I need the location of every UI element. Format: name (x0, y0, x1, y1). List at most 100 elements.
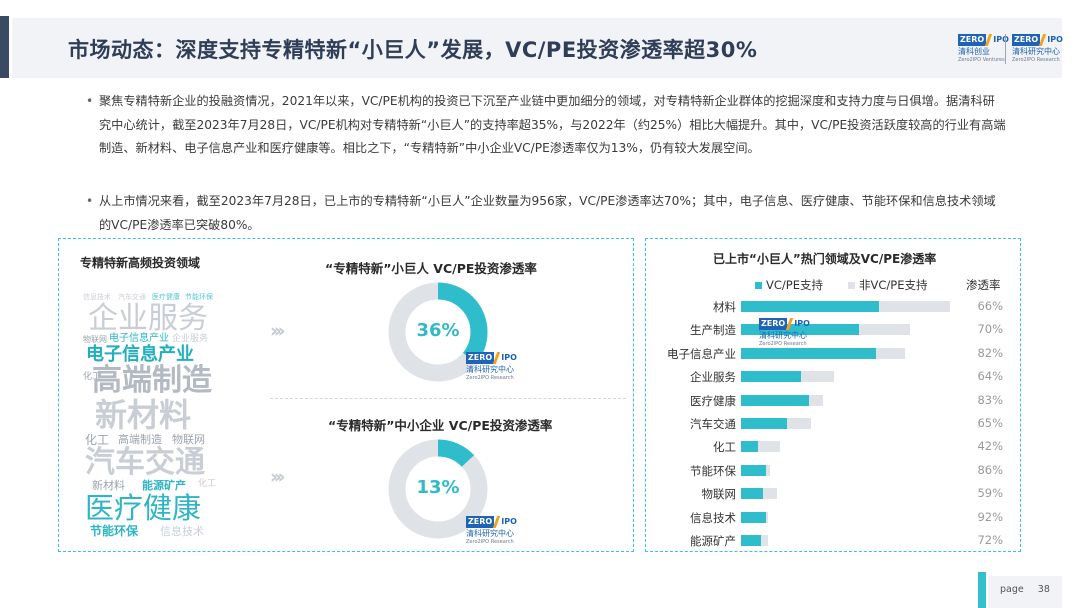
rate-label: 83% (977, 392, 1003, 407)
word-cloud-word: 汽车交通 (118, 293, 146, 301)
legend-vc: VC/PE支持 (755, 277, 823, 293)
bar-vc-supported (741, 441, 758, 453)
page-number-band (988, 576, 1062, 608)
bullet-paragraph-1: • 聚焦专精特新企业的投融资情况，2021年以来，VC/PE机构的投资已下沉至产… (86, 94, 1006, 155)
word-cloud-word: 信息技术 (83, 293, 111, 301)
rate-label: 64% (977, 369, 1003, 384)
bar-non-vc-supported (766, 511, 769, 523)
donut-1-value: 36% (416, 320, 460, 341)
word-cloud-word: 汽车交通 (85, 445, 205, 480)
word-cloud-word: 信息技术 (160, 525, 204, 538)
donut-2-value: 13% (416, 477, 460, 498)
bar-vc-supported (741, 371, 801, 383)
word-cloud-word: 化工 (83, 372, 102, 382)
rate-label: 66% (977, 299, 1003, 313)
bullet-paragraph-2: • 从上市情况来看，截至2023年7月28日，已上市的专精特新“小巨人”企业数量… (86, 194, 996, 232)
bar-non-vc-supported (762, 488, 778, 500)
word-cloud-title: 专精特新高频投资领域 (80, 256, 201, 270)
bar-non-vc-supported (760, 535, 769, 546)
word-cloud-word: 高端制造 (92, 363, 212, 398)
category-label: 医疗健康 (690, 393, 736, 408)
legend-non-vc: 非VC/PE支持 (848, 277, 927, 293)
word-cloud-word: 化工 (198, 479, 217, 489)
rate-label: 42% (977, 439, 1003, 454)
rate-label: 86% (977, 462, 1003, 477)
bar-vc-supported (741, 324, 860, 336)
word-cloud-word: 电子信息产业 (109, 333, 169, 344)
zero2ipo-watermark: ZERO IPO 清科研究中心 Zero2IPO Research (759, 318, 810, 347)
zero2ipo-watermark: ZERO IPO 清科研究中心 Zero2IPO Research (466, 352, 517, 381)
word-cloud-word: 节能环保 (90, 524, 139, 538)
category-label: 材料 (713, 300, 736, 314)
category-label: 物联网 (701, 487, 737, 502)
bar-vc-supported (741, 347, 876, 359)
donut-2-title: “专精特新”中小企业 VC/PE投资渗透率 (328, 418, 553, 433)
page-title: 市场动态：深度支持专精特新“小巨人”发展，VC/PE投资渗透率超30% (68, 38, 758, 62)
rate-label: 72% (977, 533, 1003, 547)
rate-label: 65% (977, 416, 1003, 430)
bar-non-vc-supported (766, 464, 771, 476)
bar-vc-supported (741, 394, 810, 406)
word-cloud-word: 物联网 (172, 433, 205, 446)
rate-label: 92% (977, 509, 1003, 524)
section-divider (270, 398, 626, 399)
legend-swatch (848, 281, 855, 289)
word-cloud-word: 医疗健康 (85, 491, 202, 525)
title-band (12, 18, 1062, 78)
word-cloud-word: 物联网 (83, 335, 107, 344)
bar-vc-supported (741, 464, 767, 476)
word-cloud-word: 企业服务 (88, 301, 208, 336)
right-panel-frame (645, 238, 1021, 552)
word-cloud-word: 医疗健康 (152, 293, 180, 301)
page-number: page 38 (1000, 584, 1050, 595)
category-label: 企业服务 (690, 370, 736, 385)
word-cloud-word: 新材料 (92, 479, 125, 492)
title-accent-bar (0, 16, 9, 78)
page-number-accent (978, 572, 986, 608)
word-cloud-word: 电子信息产业 (86, 344, 194, 365)
word-cloud-word: 新材料 (95, 396, 192, 434)
bar-non-vc-supported (878, 301, 951, 312)
bar-non-vc-supported (786, 418, 812, 429)
donut-chart-2 (388, 439, 488, 539)
logo-divider (1005, 34, 1006, 64)
rate-label: 82% (977, 345, 1003, 360)
bar-vc-supported (741, 535, 761, 546)
rate-column-header: 渗透率 (966, 278, 1001, 292)
category-label: 节能环保 (690, 463, 736, 478)
category-label: 生产制造 (690, 323, 736, 338)
arrow-icon: ››› (270, 466, 285, 488)
donut-1-title: “专精特新”小巨人 VC/PE投资渗透率 (325, 261, 537, 276)
left-panel-frame (58, 238, 634, 552)
word-cloud-word: 企业服务 (172, 334, 209, 344)
word-cloud-word: 能源矿产 (142, 479, 186, 492)
rate-label: 70% (977, 322, 1003, 337)
bar-vc-supported (741, 418, 787, 429)
bar-vc-supported (741, 511, 767, 523)
word-cloud-word: 节能环保 (185, 293, 213, 301)
category-label: 汽车交通 (690, 417, 736, 431)
bar-non-vc-supported (809, 394, 824, 406)
category-label: 能源矿产 (690, 534, 736, 548)
zero2ipo-ventures-logo: ZERO IPO 清科创业 Zero2IPO Ventures (958, 34, 1009, 63)
rate-label: 59% (977, 486, 1003, 501)
category-label: 信息技术 (690, 510, 736, 525)
arrow-icon: ››› (270, 320, 285, 342)
bar-non-vc-supported (757, 441, 781, 453)
category-label: 化工 (713, 440, 736, 455)
legend-swatch (755, 281, 762, 289)
bar-vc-supported (741, 488, 763, 500)
bar-non-vc-supported (875, 347, 906, 359)
category-label: 电子信息产业 (667, 346, 736, 361)
zero2ipo-research-logo: ZERO IPO 清科研究中心 Zero2IPO Research (1012, 34, 1063, 63)
donut-value-arc (388, 439, 488, 539)
donut-chart-1 (388, 282, 488, 382)
word-cloud-word: 高端制造 (118, 433, 162, 446)
donut-value-arc (388, 282, 488, 382)
bar-non-vc-supported (859, 324, 911, 336)
zero2ipo-watermark: ZERO IPO 清科研究中心 Zero2IPO Research (466, 516, 517, 545)
bar-vc-supported (741, 301, 879, 312)
word-cloud-word: 化工 (85, 433, 110, 447)
bar-chart-title: 已上市“小巨人”热门领域及VC/PE渗透率 (713, 252, 937, 266)
bar-non-vc-supported (800, 371, 834, 383)
